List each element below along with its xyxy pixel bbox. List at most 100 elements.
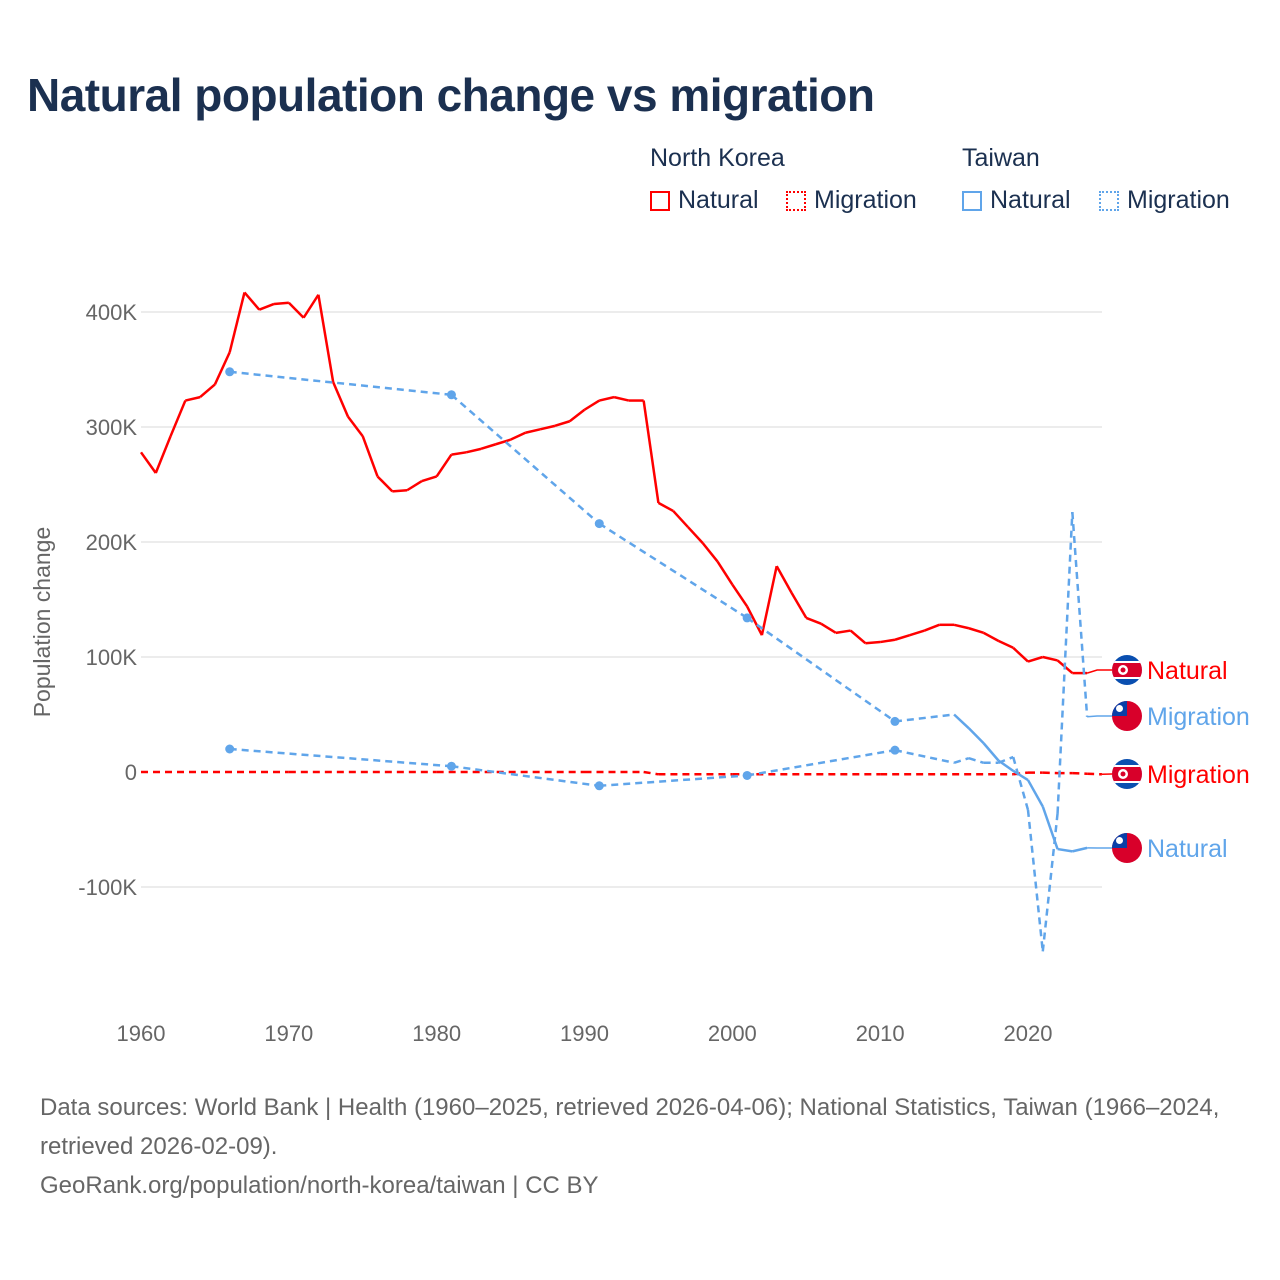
data-point xyxy=(594,519,604,529)
series-taiwan-migration xyxy=(225,512,1089,952)
legend-item-tw-natural[interactable]: Natural xyxy=(962,186,1071,215)
y-axis-label: Population change xyxy=(29,527,55,718)
series-segment xyxy=(953,623,970,630)
series-segment xyxy=(760,565,778,636)
series-segment xyxy=(849,629,867,645)
series-segment xyxy=(1013,771,1029,776)
series-segment xyxy=(983,631,1000,642)
series-taiwan-natural xyxy=(225,367,1088,853)
legend-label: Natural xyxy=(990,186,1071,214)
series-segment xyxy=(258,302,275,311)
end-label-text: Natural xyxy=(1147,835,1228,863)
legend-swatch-solid-icon xyxy=(650,190,670,211)
series-segment xyxy=(1057,847,1073,853)
series-segment xyxy=(376,475,394,493)
series-segment xyxy=(894,633,911,641)
series-segment xyxy=(510,431,526,441)
series-segment xyxy=(243,291,261,311)
x-tick-label: 2000 xyxy=(708,1021,757,1046)
series-segment xyxy=(568,408,586,423)
series-segment xyxy=(199,383,216,399)
series-segment xyxy=(1087,772,1102,776)
taiwan-flag-icon xyxy=(1112,701,1142,731)
series-segment xyxy=(465,447,482,454)
series-segment xyxy=(1072,771,1088,775)
series-segment xyxy=(894,713,955,723)
legend-label: Migration xyxy=(814,186,917,214)
series-segment xyxy=(317,294,335,383)
series-segment xyxy=(982,742,1000,762)
series-segment xyxy=(154,435,172,474)
data-point xyxy=(225,744,235,754)
series-segment xyxy=(997,639,1014,649)
series-segment xyxy=(480,443,497,451)
series-segment xyxy=(598,395,615,402)
series-segment xyxy=(1012,646,1029,663)
legend-item-nk-migration[interactable]: Migration xyxy=(786,186,917,215)
series-segment xyxy=(287,301,305,319)
data-point xyxy=(446,761,456,771)
legend-swatch-solid-icon xyxy=(962,190,982,211)
series-segment xyxy=(613,395,630,402)
legend-item-tw-migration[interactable]: Migration xyxy=(1099,186,1230,215)
end-label-text: Migration xyxy=(1147,703,1250,731)
series-segment xyxy=(169,400,187,437)
x-tick-label: 2010 xyxy=(856,1021,905,1046)
series-segment xyxy=(361,435,379,477)
series-segment xyxy=(716,560,734,586)
series-segment xyxy=(820,622,837,634)
series-segment xyxy=(583,399,600,411)
data-point xyxy=(446,390,456,400)
legend-item-nk-natural[interactable]: Natural xyxy=(650,186,759,215)
series-segment xyxy=(451,765,600,788)
data-point xyxy=(890,716,900,726)
x-tick-label: 1990 xyxy=(560,1021,609,1046)
series-segment xyxy=(1012,769,1029,782)
series-segment xyxy=(909,629,925,637)
series-segment xyxy=(672,510,689,528)
data-point xyxy=(742,770,752,780)
y-tick-label: 300K xyxy=(86,415,138,440)
series-segment xyxy=(451,451,467,456)
y-tick-label: 200K xyxy=(86,530,138,555)
x-tick-label: 1960 xyxy=(117,1021,166,1046)
taiwan-flag-icon xyxy=(1112,833,1142,863)
series-segment xyxy=(1056,512,1074,814)
series-segment xyxy=(643,770,659,776)
series-segment xyxy=(997,755,1014,764)
legend-label: Migration xyxy=(1127,186,1230,214)
end-label-north-korea-migration: Migration xyxy=(1101,759,1250,789)
y-tick-label: 0 xyxy=(125,760,137,785)
series-segment xyxy=(539,424,556,431)
series-segment xyxy=(746,616,896,723)
series-segment xyxy=(953,757,970,764)
label-connector xyxy=(1087,715,1113,718)
series-segment xyxy=(1012,756,1030,811)
y-tick-label: 400K xyxy=(86,300,138,325)
series-segment xyxy=(657,501,674,513)
series-segment xyxy=(213,351,231,385)
chart-title: Natural population change vs migration xyxy=(27,69,875,121)
series-segment xyxy=(598,522,748,619)
legend-group-taiwan: Taiwan xyxy=(962,144,1040,172)
series-segment xyxy=(495,438,511,446)
series-segment xyxy=(302,294,320,319)
end-label-text: Migration xyxy=(1147,761,1250,789)
data-point xyxy=(742,613,752,623)
credit-link[interactable]: GeoRank.org/population/north-korea/taiwa… xyxy=(40,1172,599,1199)
series-segment xyxy=(879,638,896,644)
series-segment xyxy=(642,400,660,504)
series-segment xyxy=(967,727,985,745)
series-segment xyxy=(968,757,985,764)
series-segment xyxy=(346,415,364,437)
series-segment xyxy=(1072,846,1088,853)
series-segment xyxy=(805,616,822,625)
data-point xyxy=(225,367,235,377)
series-segment xyxy=(924,623,940,632)
series-segment xyxy=(599,774,748,788)
series-segment xyxy=(273,301,289,306)
end-label-text: Natural xyxy=(1147,657,1228,685)
legend-swatch-dotted-icon xyxy=(786,190,806,211)
end-label-taiwan-natural: Natural xyxy=(1087,833,1228,863)
series-segment xyxy=(421,475,438,483)
